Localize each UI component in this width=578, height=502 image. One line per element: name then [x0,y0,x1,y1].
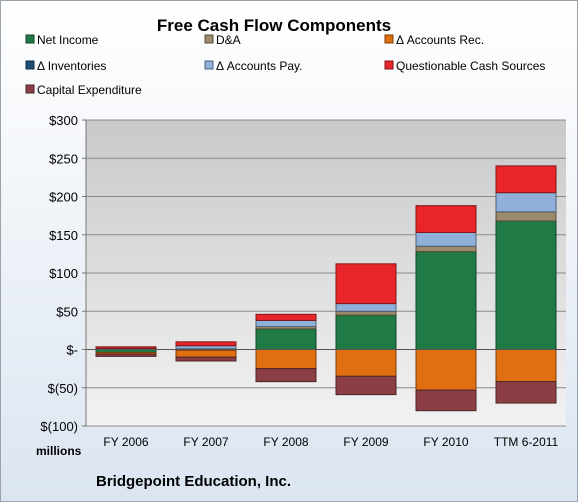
y-tick-label: $50 [56,304,78,319]
x-tick-label: FY 2010 [423,435,468,449]
legend-swatch-accounts-pay [204,60,214,70]
bar-net-income-fy-2009 [335,314,397,351]
bar-capital-expenditure-fy-2006 [95,353,157,357]
bar-questionable-cash-sources-fy-2007 [175,341,237,347]
legend-swatch-accounts-rec [384,34,394,44]
bar-capital-expenditure-ttm-6-2011 [495,381,557,404]
y-tick-label: $- [66,343,78,358]
bar-capital-expenditure-fy-2008 [255,368,317,383]
bar-d-a-ttm-6-2011 [495,211,557,222]
legend-label-capital-expenditure: Capital Expenditure [37,83,142,97]
legend-label-accounts-rec: Δ Accounts Rec. [396,33,484,47]
y-tick-label: $150 [49,228,78,243]
bar-accounts-pay-fy-2009 [335,303,397,312]
legend-swatch-net-income [25,34,35,44]
y-axis-ticks: $(100) $(50) $- $50 $100 $150 $200 $250 $300 [40,113,86,434]
bar-questionable-cash-sources-fy-2009 [335,263,397,305]
legend: Net Income D&A Δ Accounts Rec. Δ Inventorie… [25,33,545,97]
bar-capital-expenditure-fy-2007 [175,356,237,362]
unit-label: millions [36,444,82,458]
x-axis-ticks: FY 2006 FY 2007 FY 2008 FY 2009 FY 2010 TTM 6… [103,435,558,449]
bar-d-a-fy-2009 [335,310,397,316]
y-tick-label: $250 [49,151,78,166]
bar-questionable-cash-sources-fy-2008 [255,313,317,321]
y-tick-label: $(50) [48,381,78,396]
legend-label-d-a: D&A [216,33,241,47]
legend-swatch-inventories [25,60,35,70]
x-tick-label: FY 2006 [103,435,148,449]
bar-d-a-fy-2010 [415,245,477,253]
company-name: Bridgepoint Education, Inc. [96,473,291,490]
legend-label-net-income: Net Income [37,33,99,47]
bar-net-income-ttm-6-2011 [495,220,557,350]
y-tick-label: $300 [49,113,78,128]
bar-accounts-rec-fy-2009 [335,349,397,377]
bar-accounts-rec-fy-2007 [175,349,237,358]
legend-label-inventories: Δ Inventories [37,59,106,73]
bar-questionable-cash-sources-ttm-6-2011 [495,165,557,194]
bar-capital-expenditure-fy-2009 [335,375,397,396]
y-tick-label: $100 [49,266,78,281]
legend-swatch-questionable-cash-sources [384,60,394,70]
y-tick-label: $(100) [40,419,78,434]
bars [95,165,557,412]
legend-swatch-d-a [204,34,214,44]
y-tick-label: $200 [49,190,78,205]
chart-title: Free Cash Flow Components [157,16,391,35]
x-tick-label: FY 2008 [263,435,308,449]
bar-net-income-fy-2008 [255,328,317,351]
bar-accounts-rec-fy-2010 [415,349,477,391]
bar-accounts-rec-fy-2008 [255,349,317,370]
bar-accounts-pay-ttm-6-2011 [495,192,557,213]
x-tick-label: TTM 6-2011 [494,435,559,449]
bar-questionable-cash-sources-fy-2006 [95,346,157,349]
bar-accounts-rec-ttm-6-2011 [495,349,557,383]
x-tick-label: FY 2009 [343,435,388,449]
legend-label-accounts-pay: Δ Accounts Pay. [216,59,303,73]
bar-net-income-fy-2010 [415,251,477,350]
bar-accounts-pay-fy-2008 [255,319,317,328]
bar-capital-expenditure-fy-2010 [415,389,477,412]
bar-accounts-pay-fy-2010 [415,231,477,247]
bar-questionable-cash-sources-fy-2010 [415,205,477,233]
x-tick-label: FY 2007 [183,435,228,449]
legend-swatch-capital-expenditure [25,84,35,94]
legend-label-questionable-cash-sources: Questionable Cash Sources [396,59,545,73]
